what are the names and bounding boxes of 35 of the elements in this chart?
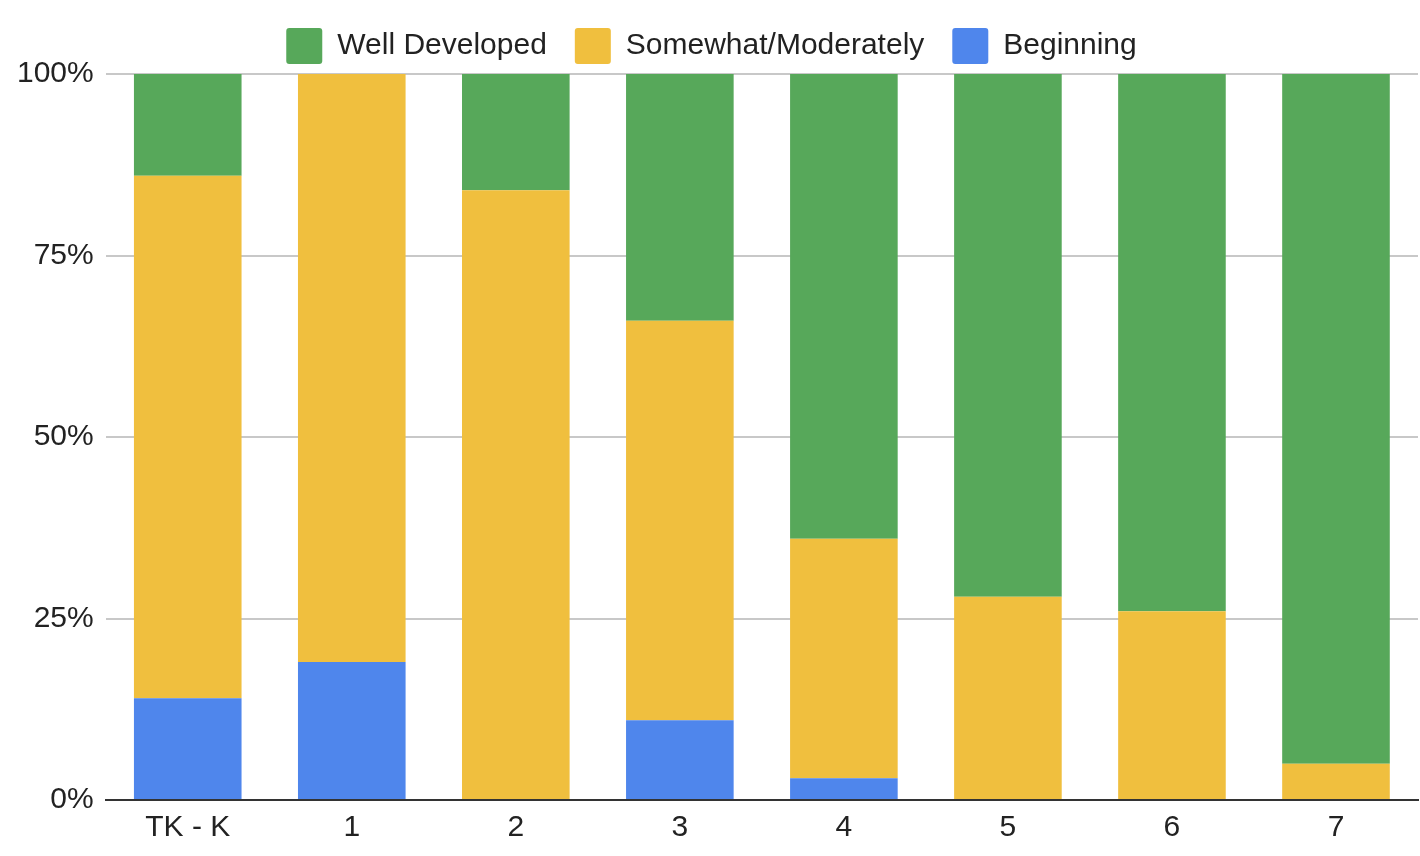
y-tick-label: 75% (33, 236, 94, 270)
bar (790, 74, 898, 539)
bar (1282, 74, 1390, 764)
x-tick-label: 5 (999, 809, 1017, 843)
bar (297, 662, 406, 799)
x-tick-label: 2 (507, 809, 525, 843)
x-tick-label: 4 (835, 809, 853, 843)
bar (133, 74, 242, 176)
bar (626, 720, 734, 799)
bar (626, 74, 734, 321)
y-tick-label: 0% (50, 781, 94, 815)
y-tick-label: 100% (16, 55, 94, 89)
x-tick-label: TK - K (145, 809, 231, 843)
bar (133, 698, 242, 799)
x-tick-label: 7 (1327, 809, 1345, 843)
y-tick-label: 50% (33, 418, 94, 452)
legend-label: Well Developed (337, 27, 547, 61)
x-tick-label: 1 (343, 809, 361, 843)
bar (1118, 611, 1226, 799)
x-tick-label: 6 (1163, 809, 1181, 843)
bar (462, 190, 570, 799)
y-tick-label: 25% (33, 599, 94, 633)
bar (133, 175, 242, 699)
bar (297, 74, 406, 663)
bar (790, 538, 898, 779)
bar (954, 596, 1062, 799)
bar (954, 74, 1062, 597)
bar (790, 778, 898, 799)
bar (1282, 763, 1390, 799)
x-tick-label: 3 (671, 809, 689, 843)
bar (462, 74, 570, 191)
bar (1118, 74, 1226, 612)
legend-label: Beginning (1003, 27, 1137, 61)
legend-label: Somewhat/Moderately (625, 27, 925, 61)
bar (626, 320, 734, 721)
